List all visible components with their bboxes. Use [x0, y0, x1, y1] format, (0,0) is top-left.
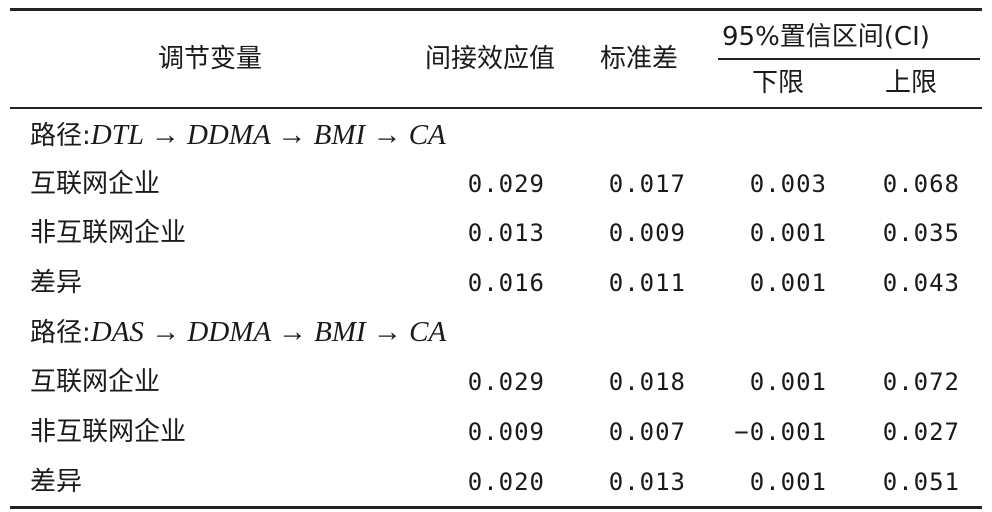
cell-upper: 0.068: [882, 170, 960, 198]
cell-lower: 0.001: [749, 468, 827, 496]
path-prefix: 路径:: [30, 318, 91, 348]
cell-se: 0.011: [608, 269, 686, 297]
cell-upper: 0.043: [882, 269, 960, 297]
cell-effect: 0.029: [467, 368, 545, 396]
header-ci-group: 95%置信区间(CI): [722, 22, 930, 52]
header-indirect-effect: 间接效应值: [425, 44, 556, 74]
cell-upper: 0.035: [882, 219, 960, 247]
path-formula: DTL → DDMA → BMI → CA: [90, 119, 446, 151]
cell-effect: 0.029: [467, 170, 545, 198]
ci-rule: [718, 58, 980, 60]
row-label: 互联网企业: [30, 367, 161, 397]
path-prefix: 路径:: [30, 121, 91, 151]
header-upper: 上限: [885, 68, 938, 98]
cell-effect: 0.009: [467, 418, 545, 446]
top-rule: [10, 8, 982, 11]
header-std-error: 标准差: [600, 44, 679, 74]
path-row: 路径:DAS → DDMA → BMI → CA: [30, 315, 446, 350]
row-label: 非互联网企业: [30, 417, 187, 447]
header-moderator: 调节变量: [158, 44, 263, 74]
cell-effect: 0.016: [467, 269, 545, 297]
cell-upper: 0.072: [882, 368, 960, 396]
cell-se: 0.013: [608, 468, 686, 496]
cell-se: 0.007: [608, 418, 686, 446]
cell-lower: 0.001: [749, 219, 827, 247]
cell-lower: 0.003: [749, 170, 827, 198]
row-label: 互联网企业: [30, 169, 161, 199]
cell-upper: 0.027: [882, 418, 960, 446]
cell-se: 0.009: [608, 219, 686, 247]
row-label: 差异: [30, 268, 83, 298]
cell-effect: 0.013: [467, 219, 545, 247]
cell-se: 0.017: [608, 170, 686, 198]
cell-lower: −0.001: [734, 418, 827, 446]
row-label: 差异: [30, 467, 83, 497]
cell-effect: 0.020: [467, 468, 545, 496]
header-rule: [10, 107, 982, 109]
path-formula: DAS → DDMA → BMI → CA: [90, 316, 447, 348]
cell-se: 0.018: [608, 368, 686, 396]
cell-upper: 0.051: [882, 468, 960, 496]
cell-lower: 0.001: [749, 269, 827, 297]
bottom-rule: [10, 506, 982, 509]
path-row: 路径:DTL → DDMA → BMI → CA: [30, 118, 446, 153]
cell-lower: 0.001: [749, 368, 827, 396]
header-lower: 下限: [752, 68, 805, 98]
row-label: 非互联网企业: [30, 218, 187, 248]
